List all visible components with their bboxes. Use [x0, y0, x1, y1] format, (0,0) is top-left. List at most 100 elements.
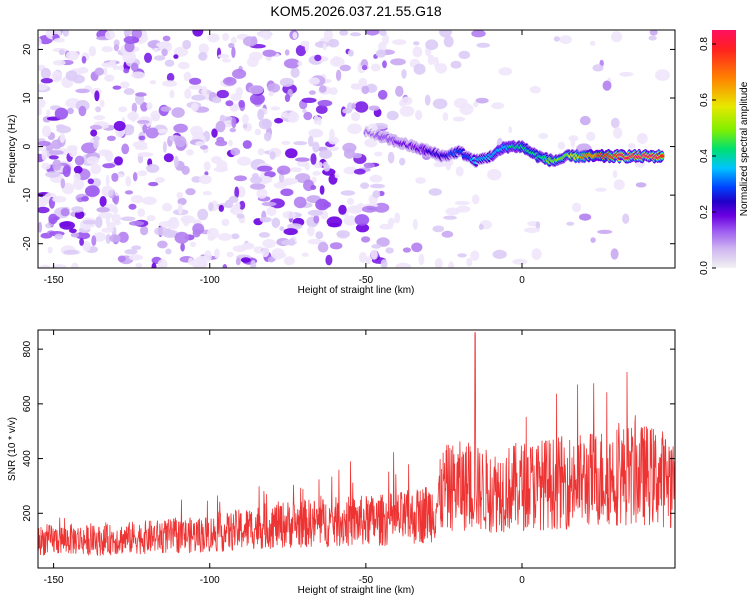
heatmap-noise-blob	[157, 240, 168, 249]
heatmap-noise-blob	[412, 218, 418, 230]
heatmap-noise-blob	[211, 96, 222, 104]
heatmap-noise-blob	[289, 167, 302, 173]
heatmap-noise-blob	[568, 135, 579, 142]
heatmap-noise-blob	[237, 186, 246, 198]
heatmap-noise-blob	[413, 63, 426, 75]
heatmap-noise-blob	[85, 185, 100, 197]
heatmap-noise-blob	[455, 166, 464, 177]
heatmap-noise-blob	[157, 259, 168, 268]
heatmap-noise-blob	[292, 32, 298, 39]
heatmap-noise-blob	[273, 182, 287, 189]
heatmap-noise-blob	[257, 109, 265, 121]
heatmap-noise-blob	[156, 41, 172, 48]
heatmap-noise-blob	[71, 206, 84, 213]
heatmap-noise-blob	[401, 69, 407, 79]
heatmap-noise-blob	[329, 242, 343, 250]
heatmap-noise-blob	[339, 64, 351, 72]
heatmap-noise-blob	[283, 256, 295, 266]
heatmap-noise-blob	[79, 237, 84, 246]
heatmap-noise-blob	[648, 35, 657, 41]
heatmap-noise-blob	[453, 98, 468, 109]
heatmap-noise-blob	[322, 42, 327, 51]
heatmap-noise-blob	[328, 136, 339, 145]
heatmap-noise-blob	[165, 228, 172, 237]
heatmap-noise-blob	[363, 162, 375, 169]
heatmap-x-label: Height of straight line (km)	[298, 285, 415, 296]
heatmap-noise-blob	[58, 49, 65, 56]
heatmap-noise-blob	[218, 233, 233, 241]
heatmap-noise-blob	[365, 256, 371, 265]
heatmap-noise-blob	[317, 99, 333, 107]
x-tick-label: 0	[519, 575, 525, 586]
heatmap-noise-blob	[62, 165, 71, 178]
heatmap-noise-blob	[72, 179, 85, 190]
heatmap-noise-blob	[234, 186, 240, 199]
colorbar-tick-label: 0.6	[699, 93, 710, 107]
heatmap-noise-blob	[105, 174, 110, 187]
heatmap-noise-blob	[59, 132, 65, 144]
heatmap-noise-blob	[268, 91, 274, 97]
heatmap-noise-blob	[432, 98, 448, 110]
heatmap-noise-blob	[162, 202, 173, 212]
heatmap-noise-blob	[106, 74, 111, 82]
heatmap-noise-blob	[70, 232, 80, 238]
heatmap-noise-blob	[123, 88, 135, 95]
heatmap-noise-blob	[310, 153, 317, 165]
heatmap-noise-blob	[443, 35, 454, 48]
heatmap-noise-blob	[390, 58, 406, 66]
heatmap-noise-blob	[263, 131, 272, 142]
heatmap-noise-blob	[382, 60, 387, 69]
x-tick-label: -150	[44, 575, 64, 586]
x-tick-label: -50	[359, 575, 374, 586]
heatmap-noise-blob	[135, 92, 147, 97]
heatmap-noise-blob	[173, 46, 189, 57]
heatmap-noise-blob	[95, 216, 103, 229]
heatmap-noise-blob	[72, 74, 85, 84]
heatmap-y-axis: -20 -10 0 10 20	[22, 43, 675, 251]
heatmap-noise-blob	[232, 68, 247, 79]
heatmap-noise-blob	[82, 241, 91, 252]
heatmap-noise-blob	[66, 107, 74, 115]
heatmap-noise-blob	[131, 102, 138, 114]
heatmap-noise-blob	[370, 63, 381, 72]
heatmap-noise-blob	[177, 197, 187, 206]
heatmap-noise-blob	[579, 213, 592, 221]
heatmap-noise-blob	[300, 40, 310, 47]
heatmap-noise-blob	[279, 226, 285, 231]
heatmap-noise-blob	[181, 165, 190, 175]
heatmap-noise-blob	[283, 58, 300, 69]
heatmap-noise-blob	[278, 172, 285, 183]
snr-frame	[37, 329, 676, 569]
heatmap-noise-blob	[313, 115, 320, 125]
heatmap-noise-blob	[638, 133, 648, 139]
heatmap-noise-blob	[442, 112, 449, 121]
heatmap-noise-blob	[319, 85, 327, 93]
heatmap-noise-blob	[108, 190, 114, 197]
heatmap-noise-blob	[112, 85, 122, 90]
heatmap-noise-blob	[635, 182, 647, 188]
heatmap-noise-blob	[208, 202, 214, 212]
snr-panel: -150 -100 -50 0 200 400 600 800 Height of stra…	[7, 329, 676, 596]
heatmap-noise-blob	[361, 85, 370, 95]
heatmap-noise-blob	[399, 105, 415, 117]
heatmap-noise-blob	[138, 135, 146, 141]
heatmap-noise-blob	[48, 155, 59, 160]
heatmap-noise-blob	[132, 172, 138, 182]
heatmap-noise-blob	[93, 138, 99, 149]
heatmap-noise-blob	[62, 30, 69, 37]
heatmap-noise-blob	[86, 156, 100, 165]
heatmap-noise-blob	[111, 172, 119, 182]
heatmap-noise-blob	[466, 257, 473, 267]
heatmap-noise-blob	[335, 69, 342, 82]
heatmap-noise-blob	[242, 114, 249, 125]
heatmap-noise-blob	[192, 223, 205, 235]
heatmap-noise-blob	[214, 248, 220, 259]
heatmap-noise-blob	[189, 77, 202, 85]
heatmap-noise-blob	[142, 124, 148, 134]
heatmap-noise-blob	[90, 163, 102, 175]
heatmap-noise-blob	[348, 49, 354, 57]
heatmap-noise-blob	[180, 242, 185, 252]
heatmap-noise-blob	[184, 88, 192, 99]
heatmap-noise-blob	[315, 198, 330, 211]
heatmap-noise-blob	[307, 238, 322, 245]
